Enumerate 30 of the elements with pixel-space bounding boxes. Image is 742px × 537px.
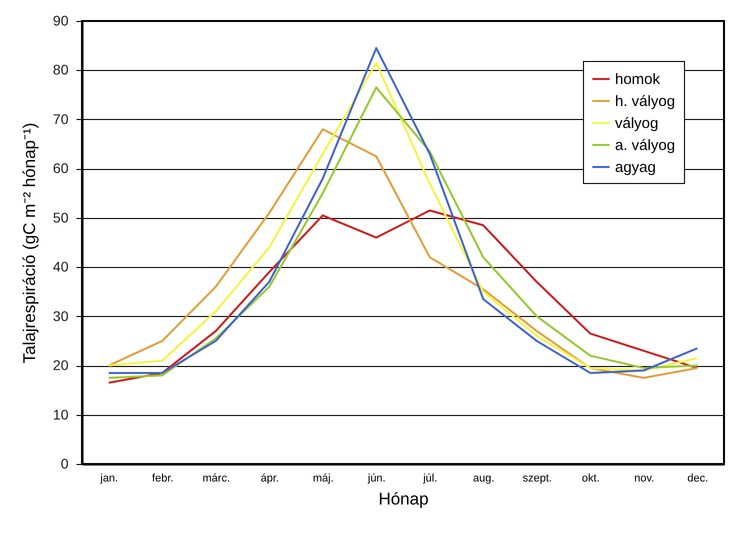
y-tick-label: 20: [52, 357, 69, 374]
x-tick-label: okt.: [582, 472, 600, 484]
y-tick-label: 50: [52, 209, 69, 226]
x-tick-label: márc.: [202, 472, 230, 484]
x-tick-label: szept.: [522, 472, 552, 484]
x-tick-label: jan.: [99, 472, 118, 484]
legend-label: a. vályog: [615, 137, 676, 154]
line-series: [108, 210, 698, 384]
legend-label: h. vályog: [615, 93, 676, 110]
y-axis-title: Talajrespiráció (gC m⁻² hónap⁻¹): [20, 122, 39, 364]
y-tick-label: 40: [52, 258, 69, 275]
x-tick-label: máj.: [312, 472, 334, 484]
x-tick-label: dec.: [687, 472, 708, 484]
y-tick-label: 10: [52, 406, 69, 422]
y-tick-label: 30: [52, 308, 69, 324]
x-tick-label: febr.: [152, 472, 174, 484]
y-tick-label: 70: [52, 110, 69, 127]
legend-label: homok: [615, 71, 661, 88]
legend-label: vályog: [615, 115, 658, 132]
x-tick-label: ápr.: [260, 472, 279, 484]
x-tick-label: nov.: [634, 472, 654, 484]
legend-label: agyag: [615, 159, 656, 176]
x-tick-label: júl.: [422, 472, 438, 484]
x-axis-title: Hónap: [378, 490, 429, 508]
y-tick-label: 90: [52, 12, 69, 28]
y-tick-label: 60: [52, 160, 69, 176]
x-tick-label: jún.: [366, 472, 386, 484]
x-tick-label: aug.: [473, 472, 494, 484]
y-tick-label: 80: [52, 62, 69, 78]
y-tick-label: 0: [60, 456, 69, 472]
